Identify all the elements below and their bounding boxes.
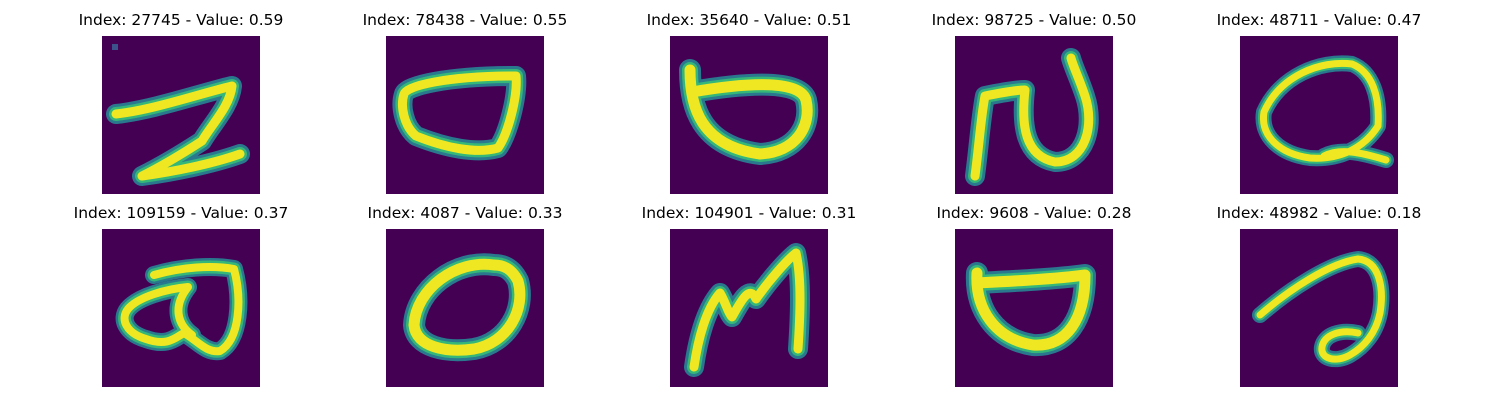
digit-image [102,36,260,194]
glyph-svg [403,253,531,362]
digit-image [386,229,544,387]
panel-2: Index: 78438 - Value: 0.55 [325,10,605,200]
panel-1: Index: 27745 - Value: 0.59 [41,10,321,200]
digit-image [1240,36,1398,194]
panel-title: Index: 9608 - Value: 0.28 [936,204,1132,222]
panel-6: Index: 109159 - Value: 0.37 [41,203,321,393]
glyph-svg [684,243,810,377]
panel-title: Index: 35640 - Value: 0.51 [646,11,852,29]
digit-image [955,229,1113,387]
glyph-svg [106,44,250,186]
glyph-svg [679,59,819,165]
panel-title: Index: 48711 - Value: 0.47 [1216,11,1422,29]
digit-image [670,229,828,387]
panel-title: Index: 4087 - Value: 0.33 [367,204,563,222]
panel-title: Index: 48982 - Value: 0.18 [1216,204,1422,222]
glyph-svg [1252,251,1390,368]
panel-8: Index: 104901 - Value: 0.31 [609,203,889,393]
digit-image [386,36,544,194]
panel-10: Index: 48982 - Value: 0.18 [1179,203,1459,393]
panel-9: Index: 9608 - Value: 0.28 [894,203,1174,393]
panel-3: Index: 35640 - Value: 0.51 [609,10,889,200]
digit-image [955,36,1113,194]
digit-image [102,229,260,387]
panel-7: Index: 4087 - Value: 0.33 [325,203,605,393]
panel-4: Index: 98725 - Value: 0.50 [894,10,1174,200]
panel-title: Index: 104901 - Value: 0.31 [641,204,857,222]
glyph-svg [392,66,527,161]
glyph-svg [115,258,248,361]
digit-image [670,36,828,194]
glyph-svg [1255,55,1394,168]
glyph-svg [965,48,1099,186]
glyph-svg [965,262,1096,357]
digit-image [1240,229,1398,387]
panel-title: Index: 27745 - Value: 0.59 [78,11,284,29]
panel-title: Index: 78438 - Value: 0.55 [362,11,568,29]
panel-title: Index: 109159 - Value: 0.37 [73,204,289,222]
panel-title: Index: 98725 - Value: 0.50 [931,11,1137,29]
panel-5: Index: 48711 - Value: 0.47 [1179,10,1459,200]
